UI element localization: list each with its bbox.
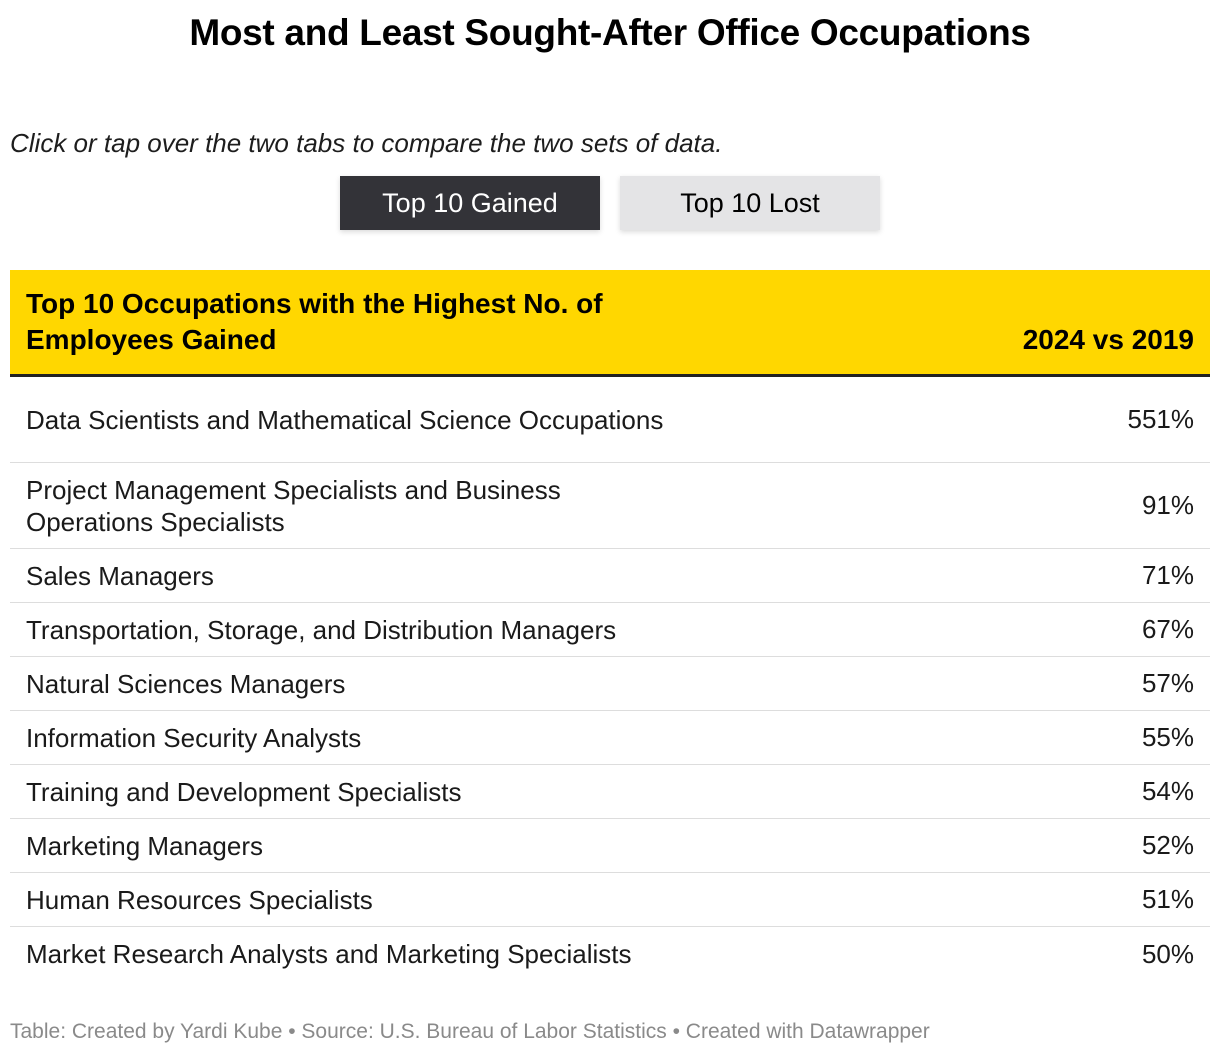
table-row: Transportation, Storage, and Distributio… xyxy=(10,603,1210,657)
table-body: Data Scientists and Mathematical Science… xyxy=(10,377,1210,981)
change-value-cell: 52% xyxy=(1141,830,1194,860)
page-title: Most and Least Sought-After Office Occup… xyxy=(189,12,1031,53)
table-row: Natural Sciences Managers 57% xyxy=(10,657,1210,711)
change-value-cell: 50% xyxy=(1141,938,1194,969)
occupation-cell: Transportation, Storage, and Distributio… xyxy=(26,614,617,645)
table-row: Information Security Analysts 55% xyxy=(10,711,1210,765)
change-value-cell: 71% xyxy=(1141,560,1194,590)
footer-credits: Table: Created by Yardi Kube • Source: U… xyxy=(10,1020,930,1043)
table-row: Data Scientists and Mathematical Science… xyxy=(10,377,1210,463)
column-header-change[interactable]: 2024 vs 2019 xyxy=(1022,324,1194,355)
change-value-cell: 67% xyxy=(1141,614,1194,644)
occupation-cell: Sales Managers xyxy=(26,560,214,591)
occupation-cell: Human Resources Specialists xyxy=(26,884,373,915)
table-row: Market Research Analysts and Marketing S… xyxy=(10,927,1210,981)
tab-top-10-gained[interactable]: Top 10 Gained xyxy=(340,176,600,230)
occupation-cell: Data Scientists and Mathematical Science… xyxy=(26,404,664,435)
occupation-cell: Natural Sciences Managers xyxy=(26,668,346,699)
change-value-cell: 551% xyxy=(1127,404,1195,434)
change-value-cell: 55% xyxy=(1141,722,1194,752)
change-value-cell: 57% xyxy=(1141,668,1194,698)
occupations-table: Top 10 Occupations with the Highest No. … xyxy=(10,270,1210,981)
intro-text: Click or tap over the two tabs to compar… xyxy=(10,128,723,158)
tab-bar: Top 10 Gained Top 10 Lost xyxy=(340,176,880,230)
occupation-cell: Marketing Managers xyxy=(26,830,263,861)
change-value-cell: 91% xyxy=(1141,490,1194,520)
occupation-cell: Market Research Analysts and Marketing S… xyxy=(26,939,632,969)
occupation-cell: Information Security Analysts xyxy=(26,722,362,753)
column-header-occupation[interactable]: Top 10 Occupations with the Highest No. … xyxy=(26,288,603,355)
change-value-cell: 51% xyxy=(1141,884,1194,914)
table-row: Project Management Specialists and Busin… xyxy=(10,463,1210,549)
change-value-cell: 54% xyxy=(1141,776,1194,806)
table-row: Training and Development Specialists 54% xyxy=(10,765,1210,819)
occupation-cell: Training and Development Specialists xyxy=(26,776,462,807)
table-row: Marketing Managers 52% xyxy=(10,819,1210,873)
tab-top-10-lost[interactable]: Top 10 Lost xyxy=(620,176,880,230)
occupation-cell: Project Management Specialists and Busin… xyxy=(26,474,561,537)
table-row: Human Resources Specialists 51% xyxy=(10,873,1210,927)
table-row: Sales Managers 71% xyxy=(10,549,1210,603)
table-header: Top 10 Occupations with the Highest No. … xyxy=(10,270,1210,377)
